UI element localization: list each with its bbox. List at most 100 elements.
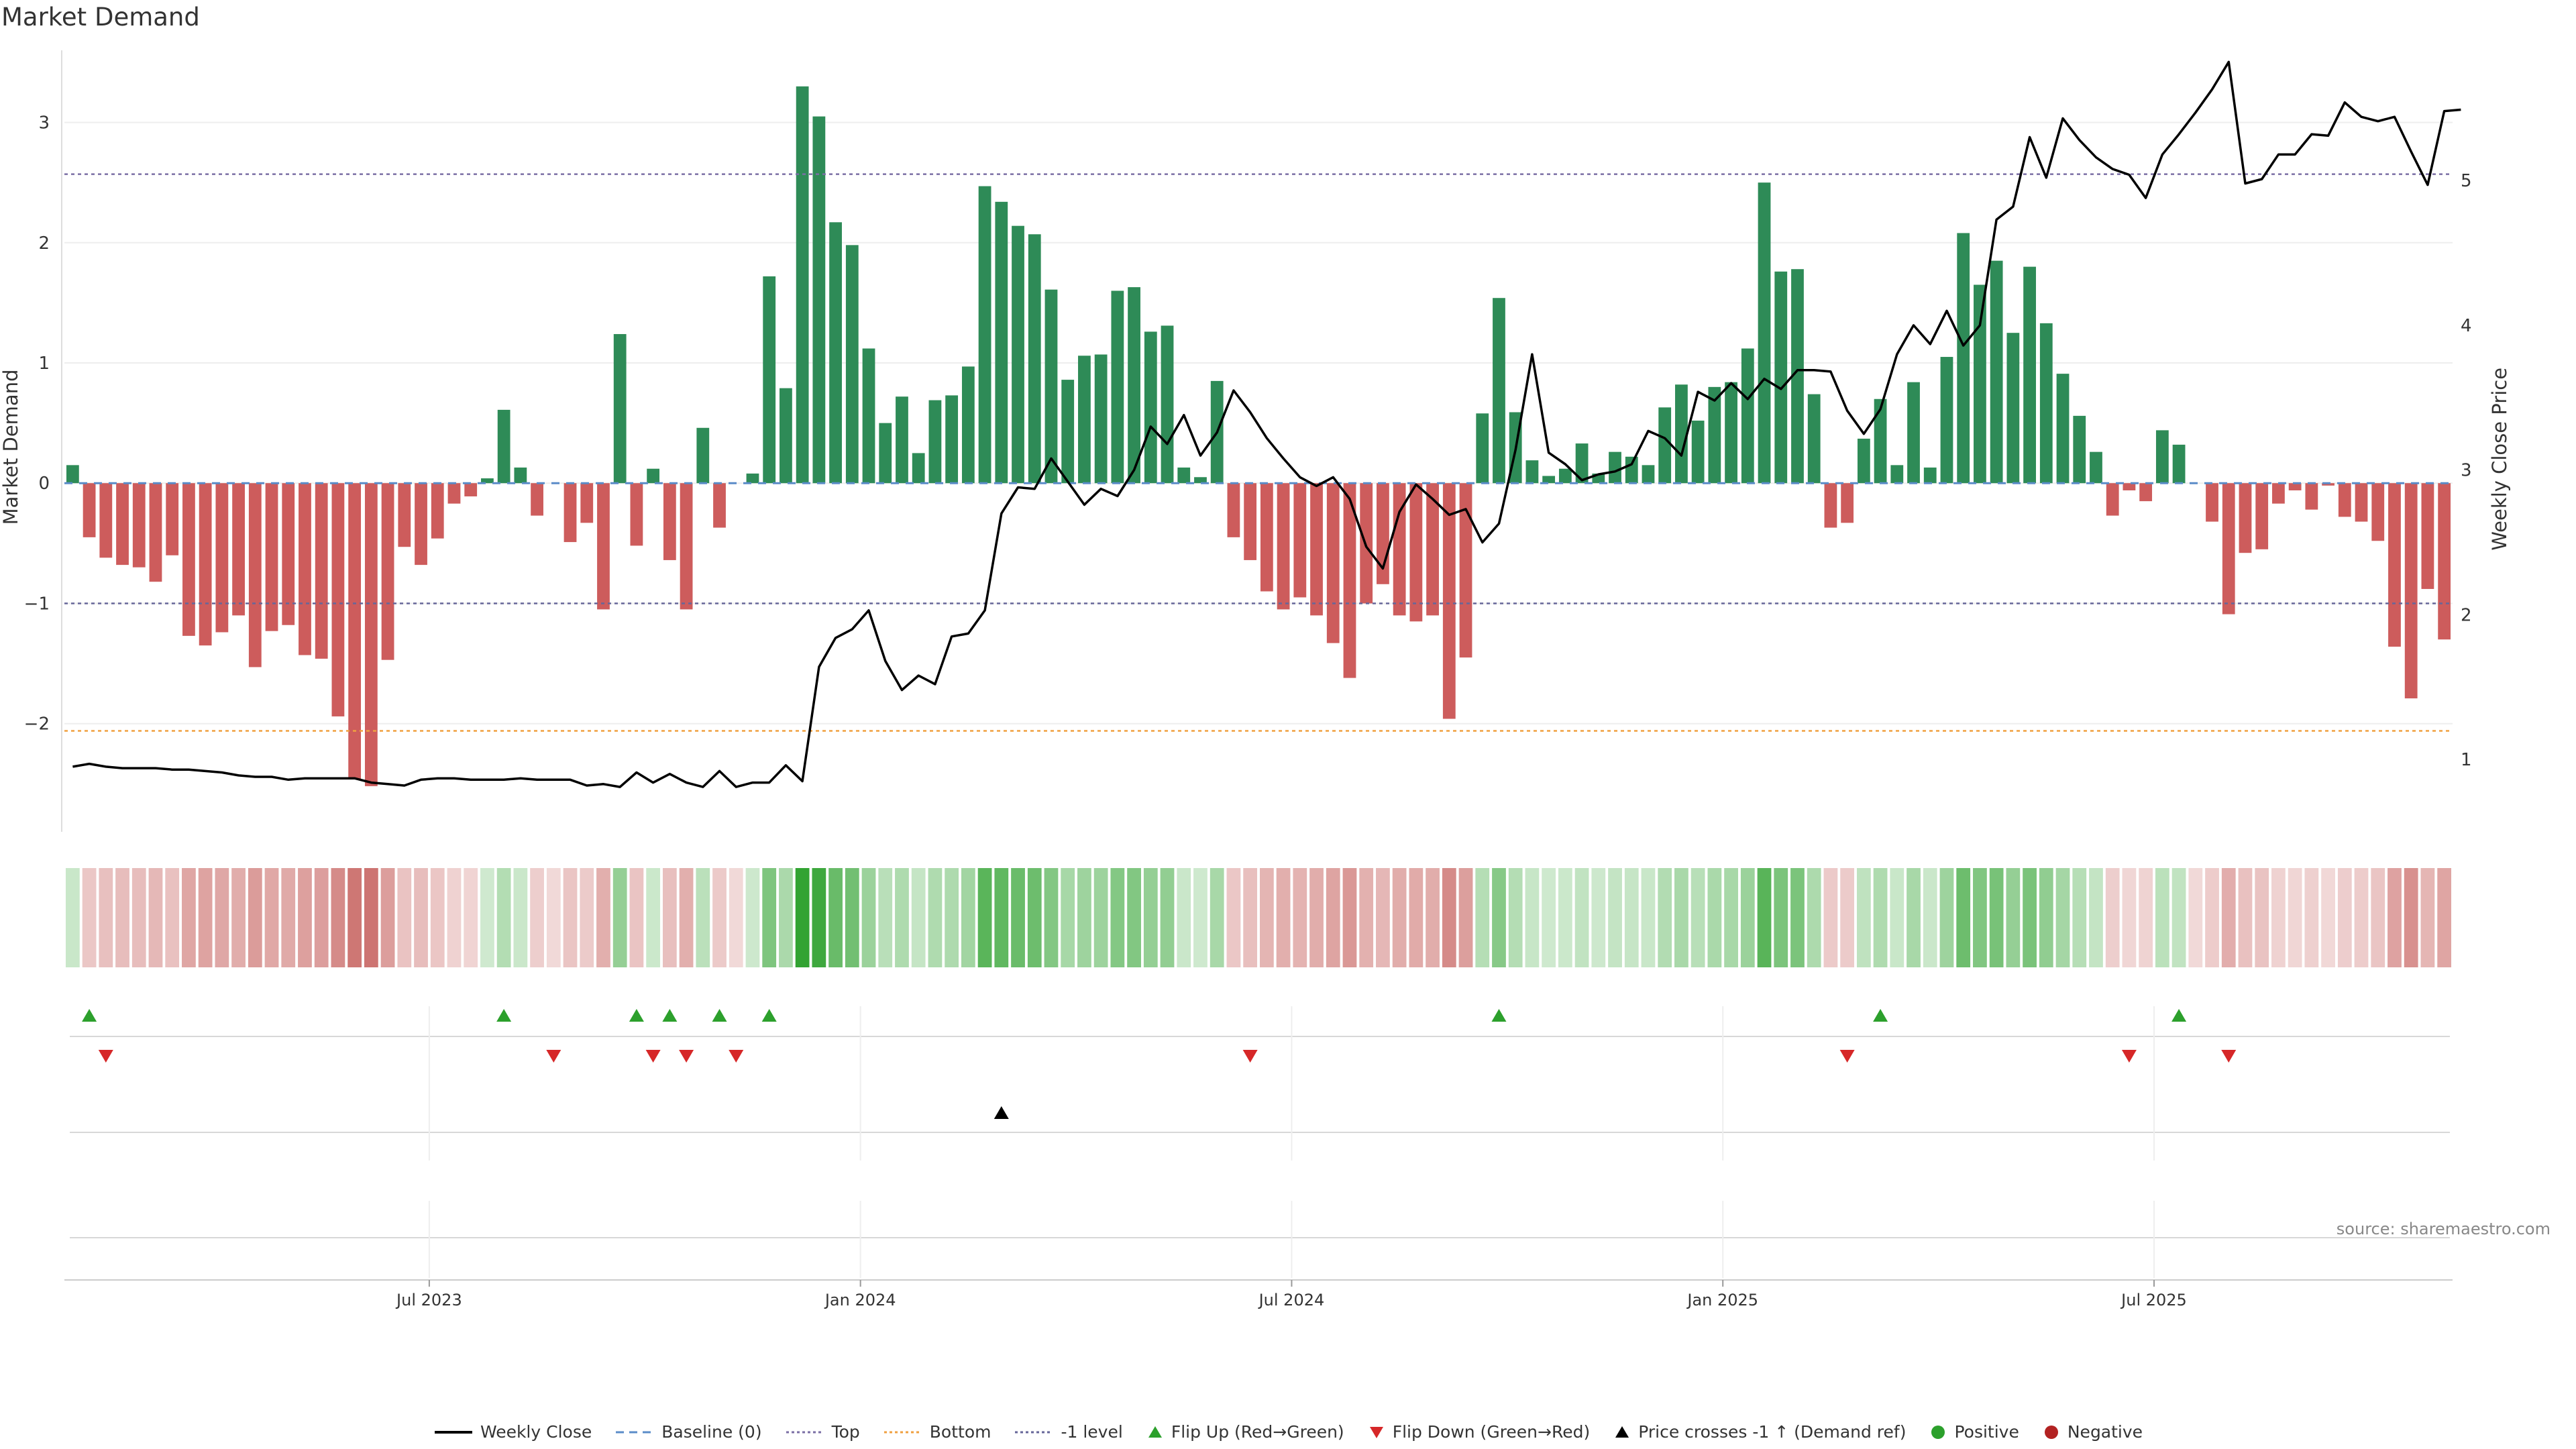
- bar-positive: [1177, 467, 1191, 484]
- bar-positive: [1807, 394, 1821, 484]
- legend-swatch: [434, 1430, 472, 1434]
- bar-positive: [497, 409, 511, 484]
- heat-cell: [2420, 868, 2435, 967]
- x-tick-label: Jul 2024: [1258, 1291, 1325, 1309]
- heat-cell: [2171, 868, 2186, 967]
- bar-negative: [2438, 483, 2451, 640]
- y-tick-label: 0: [38, 474, 50, 494]
- flip-up-marker: [662, 1009, 678, 1022]
- legend-item: Price crosses -1 ↑ (Demand ref): [1613, 1422, 1906, 1442]
- heat-cell: [1475, 868, 1490, 967]
- heat-cell: [2221, 868, 2236, 967]
- legend-item: Flip Down (Green→Red): [1367, 1422, 1591, 1442]
- heat-cell: [1127, 868, 1141, 967]
- heat-cell: [1193, 868, 1208, 967]
- bar-negative: [2222, 483, 2235, 614]
- bar-positive: [514, 467, 527, 484]
- heat-cell: [596, 868, 610, 967]
- bar-negative: [99, 483, 113, 558]
- bar-negative: [348, 483, 362, 780]
- source-note: source: sharemaestro.com: [2336, 1220, 2551, 1238]
- y2-tick-label: 4: [2461, 316, 2472, 336]
- flip-down-marker: [1839, 1050, 1855, 1063]
- chart-canvas: −2 −1 0 1 2 3 1 2 3 4 5 Market Demand Weekly Close P…: [0, 50, 2511, 1309]
- bar-negative: [2338, 483, 2351, 517]
- bar-positive: [1144, 331, 1157, 484]
- bar-positive: [1128, 287, 1140, 484]
- bar-negative: [2123, 483, 2136, 490]
- heat-cell: [2155, 868, 2169, 967]
- heat-cell: [1458, 868, 1473, 967]
- legend-swatch: [2044, 1425, 2058, 1439]
- heat-cell: [2337, 868, 2352, 967]
- bar-positive: [1758, 182, 1771, 484]
- bar-negative: [2371, 483, 2385, 541]
- bar-positive: [2172, 444, 2186, 484]
- bar-negative: [1393, 483, 1406, 616]
- legend-item: Flip Up (Red→Green): [1146, 1422, 1344, 1442]
- bar-positive: [912, 453, 925, 484]
- bar-negative: [1244, 483, 1257, 560]
- bar-positive: [896, 396, 908, 484]
- bar-positive: [1476, 413, 1489, 484]
- y-tick-label: 2: [38, 233, 50, 254]
- heat-cell: [1790, 868, 1805, 967]
- bar-negative: [215, 483, 229, 633]
- bar-positive: [2006, 333, 2020, 484]
- heat-cell: [331, 868, 345, 967]
- heat-cell: [1558, 868, 1572, 967]
- bar-positive: [613, 333, 627, 484]
- legend-swatch: [1148, 1426, 1162, 1438]
- flip-up-marker: [82, 1009, 97, 1022]
- heat-cell: [1956, 868, 1971, 967]
- heat-cell: [1823, 868, 1838, 967]
- heat-cell: [712, 868, 727, 967]
- legend-label: Baseline (0): [661, 1422, 762, 1442]
- heat-cell: [2255, 868, 2269, 967]
- heat-cell: [2437, 868, 2452, 967]
- x-tick-label: Jul 2023: [395, 1291, 462, 1309]
- bar-positive: [2073, 415, 2086, 484]
- bar-negative: [1442, 483, 1456, 719]
- bar-positive: [696, 427, 710, 484]
- bar-negative: [1409, 483, 1423, 622]
- bar-positive: [2155, 430, 2169, 484]
- bar-positive: [746, 473, 759, 484]
- legend-label: Flip Down (Green→Red): [1392, 1422, 1591, 1442]
- heat-cell: [530, 868, 544, 967]
- heat-cell: [2122, 868, 2137, 967]
- flip-down-marker: [98, 1050, 113, 1063]
- heat-cell: [1027, 868, 1042, 967]
- heat-cell: [779, 868, 793, 967]
- y2-tick-label: 3: [2461, 461, 2472, 481]
- heat-cell: [2139, 868, 2153, 967]
- heat-cell: [2371, 868, 2385, 967]
- heat-cell: [1376, 868, 1390, 967]
- legend-label: Bottom: [929, 1422, 991, 1442]
- bar-positive: [1111, 290, 1124, 484]
- heat-cell: [546, 868, 561, 967]
- heat-cell: [1426, 868, 1440, 967]
- bar-positive: [829, 222, 842, 484]
- bar-negative: [2106, 483, 2119, 516]
- bar-positive: [862, 348, 875, 484]
- heat-cell: [1492, 868, 1506, 967]
- heat-cell: [1624, 868, 1639, 967]
- legend-swatch: [883, 1431, 922, 1433]
- heat-cell: [1574, 868, 1589, 967]
- bar-positive: [1890, 465, 1904, 484]
- bar-positive: [1194, 477, 1207, 484]
- legend-swatch: [1369, 1426, 1383, 1438]
- heat-cell: [1508, 868, 1523, 967]
- flip-up-marker: [2171, 1009, 2187, 1022]
- chart-legend: Weekly Close Baseline (0) Top Bottom -1 leve…: [0, 1422, 2576, 1442]
- bar-positive: [1625, 456, 1638, 484]
- flip-up-marker: [1873, 1009, 1888, 1022]
- heat-cell: [464, 868, 478, 967]
- heat-cell: [1359, 868, 1374, 967]
- bar-negative: [398, 483, 411, 547]
- heat-cell: [563, 868, 578, 967]
- legend-swatch: [616, 1431, 654, 1433]
- y-tick-label: 1: [38, 354, 50, 374]
- bar-positive: [845, 245, 859, 484]
